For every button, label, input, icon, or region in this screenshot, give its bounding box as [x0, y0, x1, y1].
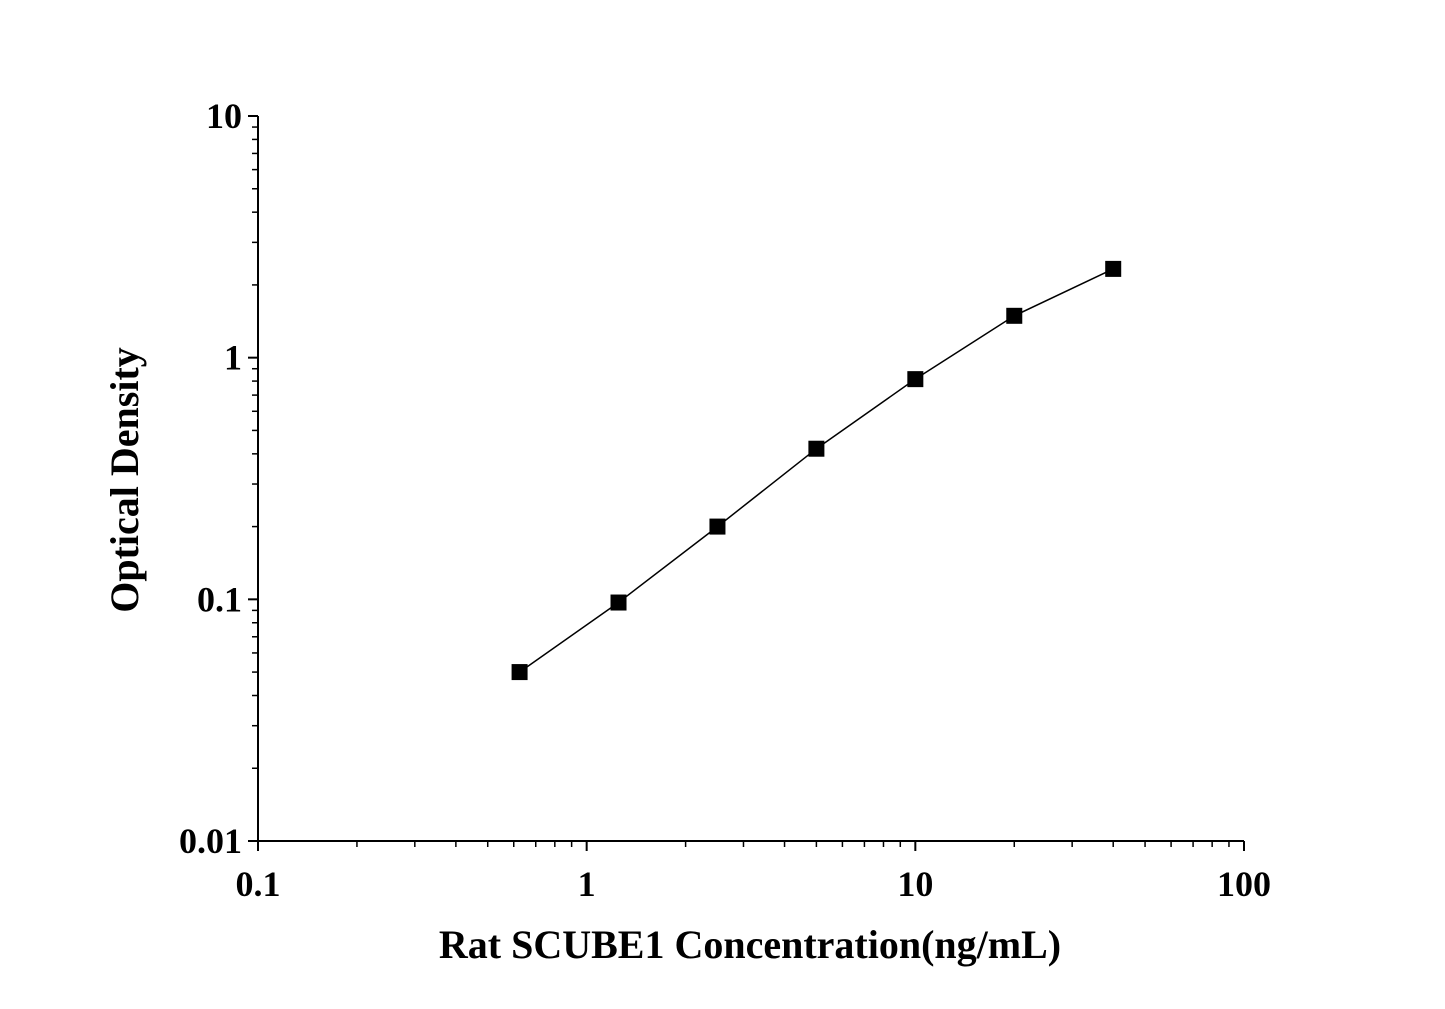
y-tick-label: 10 — [206, 96, 242, 136]
y-tick-label: 1 — [224, 338, 242, 378]
data-point — [808, 440, 825, 457]
data-point — [610, 594, 627, 611]
data-point — [511, 664, 528, 681]
fit-curve — [519, 268, 1114, 673]
data-points — [511, 260, 1122, 681]
x-axis-label: Rat SCUBE1 Concentration(ng/mL) — [439, 922, 1061, 967]
y-tick-label: 0.1 — [197, 579, 242, 619]
data-point — [907, 371, 924, 388]
data-point — [709, 518, 726, 535]
data-point — [1006, 307, 1023, 324]
curve — [519, 268, 1114, 673]
y-tick-label: 0.01 — [179, 821, 242, 861]
y-axis-label: Optical Density — [102, 347, 147, 613]
x-tick-label: 100 — [1217, 864, 1271, 904]
x-tick-label: 10 — [897, 864, 933, 904]
x-tick-label: 1 — [578, 864, 596, 904]
axes — [257, 116, 1244, 842]
x-tick-label: 0.1 — [236, 864, 281, 904]
data-point — [1105, 260, 1122, 277]
